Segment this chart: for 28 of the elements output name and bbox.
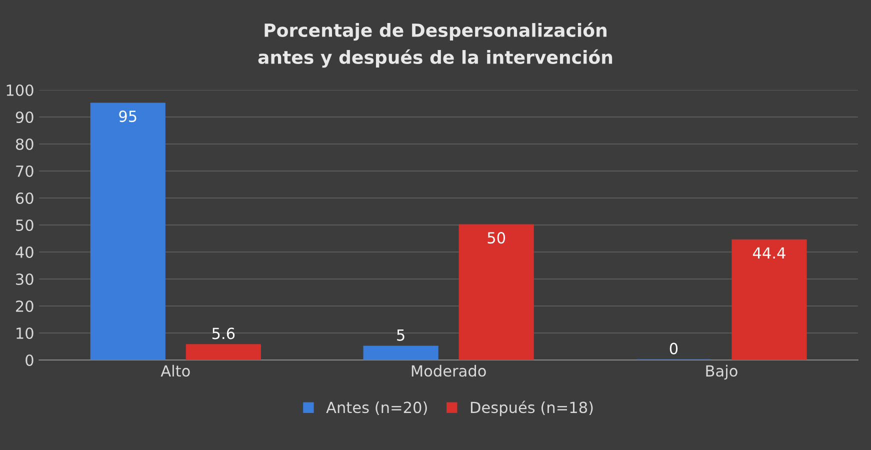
data-label: 5.6	[212, 328, 235, 340]
x-tick-label: Moderado	[412, 364, 486, 377]
x-tick-label: Alto	[160, 364, 190, 377]
legend-label: Después (n=18)	[470, 400, 593, 416]
data-label: 44.4	[752, 247, 786, 258]
y-tick-label: 70	[16, 165, 34, 178]
y-tick-label: 50	[16, 219, 34, 232]
data-label: 5	[397, 329, 404, 341]
data-label: 95	[119, 110, 136, 122]
y-tick-label: 40	[16, 246, 34, 258]
bar	[90, 102, 166, 360]
bar	[458, 224, 534, 360]
y-tick-label: 10	[16, 327, 34, 340]
x-tick-label: Bajo	[706, 364, 738, 380]
data-label: 0	[670, 342, 678, 354]
y-tick-label: 30	[16, 273, 34, 286]
bar	[363, 346, 438, 360]
legend-label: Antes (n=20)	[326, 401, 427, 415]
data-label: 50	[488, 232, 506, 244]
y-tick-label: 100	[6, 84, 34, 96]
bar	[186, 344, 261, 360]
y-tick-label: 60	[16, 192, 34, 204]
y-tick-label: 20	[16, 300, 34, 312]
bar	[732, 239, 807, 360]
y-tick-label: 0	[26, 354, 34, 366]
y-tick-label: 90	[16, 111, 34, 124]
chart-title: Porcentaje de Despersonalización antes y después de la intervención	[258, 22, 612, 68]
y-tick-label: 80	[16, 138, 34, 150]
